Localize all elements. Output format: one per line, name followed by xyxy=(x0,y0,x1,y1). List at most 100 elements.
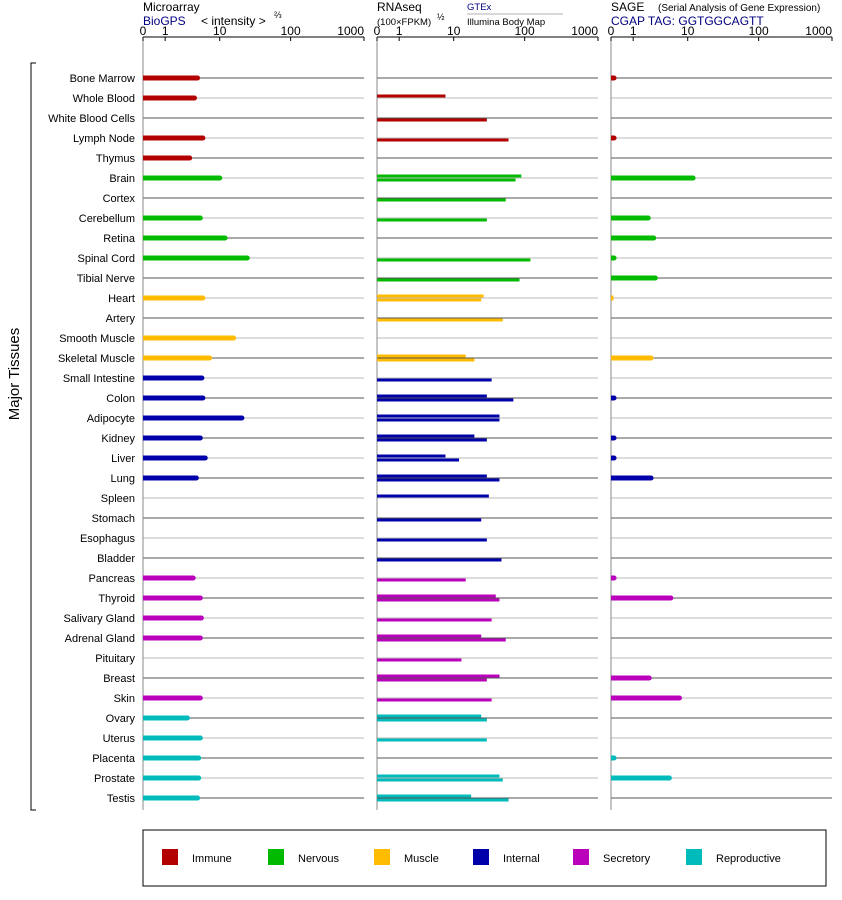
sage-bar-cap xyxy=(652,275,658,281)
sage-bar-cap xyxy=(645,215,651,221)
rnaseq-tick-label: 1000 xyxy=(571,24,598,38)
sage-bar xyxy=(611,215,649,221)
microarray-bar-cap xyxy=(239,415,245,421)
microarray-unit-sup: ⅔ xyxy=(274,10,282,20)
rnaseq-unit-label: (100×FPKM) xyxy=(377,17,431,28)
sage-bar-cap xyxy=(648,475,654,481)
rnaseq-header: RNAseq (100×FPKM) ½ GTEx Illumina Body M… xyxy=(377,0,563,28)
tissue-label: Adrenal Gland xyxy=(65,633,135,645)
rnaseq-gtex-bar xyxy=(377,294,484,298)
microarray-tick-label: 1000 xyxy=(337,24,364,38)
microarray-bar xyxy=(143,75,198,81)
microarray-bar-cap xyxy=(197,435,203,441)
tissue-label: Tibial Nerve xyxy=(77,273,135,285)
rnaseq-gtex-bar xyxy=(377,318,503,322)
tissue-label: Smooth Muscle xyxy=(59,333,135,345)
rnaseq-gtex-bar xyxy=(377,454,446,458)
tissue-label: Heart xyxy=(108,293,135,305)
microarray-bar xyxy=(143,575,194,581)
microarray-bar-cap xyxy=(196,755,202,761)
microarray-bar xyxy=(143,175,220,181)
microarray-bar xyxy=(143,235,226,241)
microarray-bar-cap xyxy=(191,95,197,101)
tissue-label: Ovary xyxy=(106,713,136,725)
sage-bar xyxy=(611,775,670,781)
microarray-tick-label: 100 xyxy=(281,24,301,38)
rnaseq-tick-label: 1 xyxy=(396,24,403,38)
tissue-label: Skeletal Muscle xyxy=(58,353,135,365)
rnaseq-bodymap-bar xyxy=(377,478,500,482)
rnaseq-bodymap-bar xyxy=(377,638,506,642)
microarray-bar-cap xyxy=(200,295,206,301)
microarray-tick-label: 0 xyxy=(140,24,147,38)
microarray-bar-cap xyxy=(217,175,223,181)
tissue-label: Spleen xyxy=(101,493,135,505)
rnaseq-gtex-bar xyxy=(377,738,487,742)
tissue-label: Colon xyxy=(106,393,135,405)
tissue-label: Esophagus xyxy=(80,533,136,545)
rnaseq-bodymap-bar xyxy=(377,418,500,422)
microarray-source: BioGPS xyxy=(143,14,186,28)
microarray-header: Microarray BioGPS < intensity > ⅔ xyxy=(143,0,282,28)
rnaseq-bodymap-bar xyxy=(377,678,487,682)
sage-bar-cap xyxy=(611,755,617,761)
rnaseq-gtex-bar xyxy=(377,434,475,438)
tissue-label: Stomach xyxy=(92,513,135,525)
sage-bar-cap xyxy=(611,135,617,141)
sage-bar-cap xyxy=(651,235,657,241)
microarray-bar-cap xyxy=(202,455,208,461)
sage-bar xyxy=(611,675,650,681)
tissue-label: Uterus xyxy=(103,733,136,745)
microarray-bar xyxy=(143,595,201,601)
rnaseq-gtex-bar xyxy=(377,414,500,418)
tissue-labels: Bone Marrow Whole Blood White Blood Cells L… xyxy=(48,73,136,805)
sage-bar-cap xyxy=(611,75,617,81)
sage-tick-label: 1000 xyxy=(805,24,832,38)
tissue-label: Thymus xyxy=(96,153,136,165)
legend-label-internal: Internal xyxy=(503,853,540,865)
rnaseq-unit-sup: ½ xyxy=(437,12,445,22)
rnaseq-tick-label: 0 xyxy=(374,24,381,38)
microarray-unit-label: < intensity > xyxy=(201,14,266,28)
tissue-label: Whole Blood xyxy=(73,93,135,105)
rnaseq-gtex-bar xyxy=(377,558,502,562)
sage-bar-cap xyxy=(690,175,696,181)
sage-bar-cap xyxy=(646,675,652,681)
bars xyxy=(143,75,696,802)
rnaseq-bodymap-bar xyxy=(377,798,509,802)
microarray-bar xyxy=(143,615,202,621)
tissue-label: Lymph Node xyxy=(73,133,135,145)
microarray-bar-cap xyxy=(197,735,203,741)
microarray-bar-cap xyxy=(195,795,201,801)
rnaseq-gtex-bar xyxy=(377,198,506,202)
sage-bar xyxy=(611,295,614,301)
sage-bar-cap xyxy=(676,695,682,701)
tissue-label: Cortex xyxy=(103,193,136,205)
tissue-label: Retina xyxy=(103,233,136,245)
microarray-bar-cap xyxy=(196,775,202,781)
microarray-bar xyxy=(143,795,198,801)
rnaseq-gtex-bar xyxy=(377,674,500,678)
tissue-label: Lung xyxy=(111,473,135,485)
microarray-bar-cap xyxy=(197,635,203,641)
sage-bar-cap xyxy=(611,395,617,401)
tissue-label: Skin xyxy=(114,693,135,705)
sage-bar-cap xyxy=(648,355,654,361)
rnaseq-gtex-bar xyxy=(377,118,487,122)
sage-bar xyxy=(611,695,680,701)
tissue-label: White Blood Cells xyxy=(48,113,135,125)
legend-label-reproductive: Reproductive xyxy=(716,853,781,865)
microarray-bar-cap xyxy=(199,375,205,381)
tissue-label: Pancreas xyxy=(89,573,136,585)
rnaseq-gtex-bar xyxy=(377,538,487,542)
rnaseq-gtex-bar xyxy=(377,474,487,478)
microarray-bar xyxy=(143,395,203,401)
rnaseq-gtex-bar xyxy=(377,94,446,98)
tissue-label: Breast xyxy=(103,673,135,685)
tissue-label: Small Intestine xyxy=(63,373,135,385)
microarray-bar xyxy=(143,695,201,701)
microarray-bar xyxy=(143,475,197,481)
microarray-bar-cap xyxy=(197,595,203,601)
rnaseq-gtex-bar xyxy=(377,794,472,798)
